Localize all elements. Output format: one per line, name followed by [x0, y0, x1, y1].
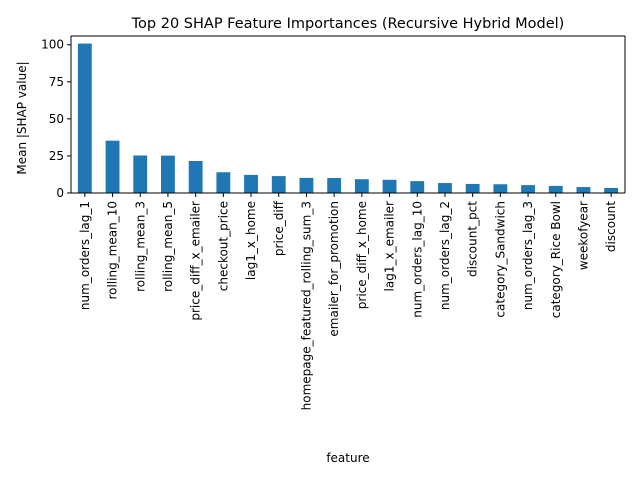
bar	[133, 155, 148, 193]
x-tick-label: homepage_featured_rolling_sum_3	[299, 201, 313, 410]
bar	[299, 177, 314, 193]
x-tick-label: price_diff_x_emailer	[189, 201, 203, 321]
x-tick-label: price_diff	[272, 200, 286, 256]
bar	[521, 185, 535, 193]
y-tick-label: 100	[41, 38, 64, 52]
bar	[410, 181, 425, 193]
bar	[548, 185, 563, 193]
bar	[77, 43, 92, 193]
x-tick-label: rolling_mean_3	[133, 201, 147, 292]
bar	[576, 187, 591, 193]
y-tick-label: 50	[49, 112, 64, 126]
x-axis-label: feature	[326, 451, 369, 465]
x-tick-label: category_Sandwich	[493, 201, 507, 318]
y-tick-label: 75	[49, 75, 64, 89]
y-tick-label: 25	[49, 149, 64, 163]
x-tick-label: num_orders_lag_3	[521, 201, 535, 310]
bar	[465, 183, 480, 193]
bar	[188, 160, 203, 193]
x-tick-label: num_orders_lag_10	[410, 201, 424, 318]
x-tick-label: price_diff_x_home	[355, 201, 369, 309]
x-axis: num_orders_lag_1 rolling_mean_10 rolling_m…	[78, 193, 618, 410]
bar	[327, 178, 342, 193]
bar	[244, 174, 258, 193]
x-tick-label: discount_pct	[466, 201, 480, 277]
bar	[438, 183, 452, 193]
x-tick-label: checkout_price	[216, 201, 230, 291]
bar	[493, 184, 508, 193]
x-tick-label: category_Rice Bowl	[549, 201, 563, 318]
bar	[354, 179, 369, 193]
bar	[271, 176, 286, 193]
bar	[604, 187, 619, 193]
x-tick-label: rolling_mean_10	[106, 201, 120, 300]
x-tick-label: lag1_x_emailer	[383, 201, 397, 292]
bar	[382, 179, 397, 193]
y-axis-label: Mean |SHAP value|	[15, 61, 29, 174]
x-tick-label: num_orders_lag_2	[438, 201, 452, 310]
x-tick-label: emailer_for_promotion	[327, 201, 341, 337]
x-tick-label: num_orders_lag_1	[78, 201, 92, 310]
y-tick-label: 0	[56, 186, 64, 200]
bar	[105, 140, 120, 193]
x-tick-label: weekofyear	[576, 201, 590, 270]
x-tick-label: lag1_x_home	[244, 201, 258, 280]
chart-title: Top 20 SHAP Feature Importances (Recursi…	[131, 16, 565, 32]
bar	[216, 172, 231, 193]
bar	[161, 155, 175, 193]
bars-group	[77, 43, 619, 193]
x-tick-label: rolling_mean_5	[161, 201, 175, 292]
x-tick-label: discount	[604, 201, 618, 252]
y-axis: 0 25 50 75 100	[41, 38, 71, 200]
